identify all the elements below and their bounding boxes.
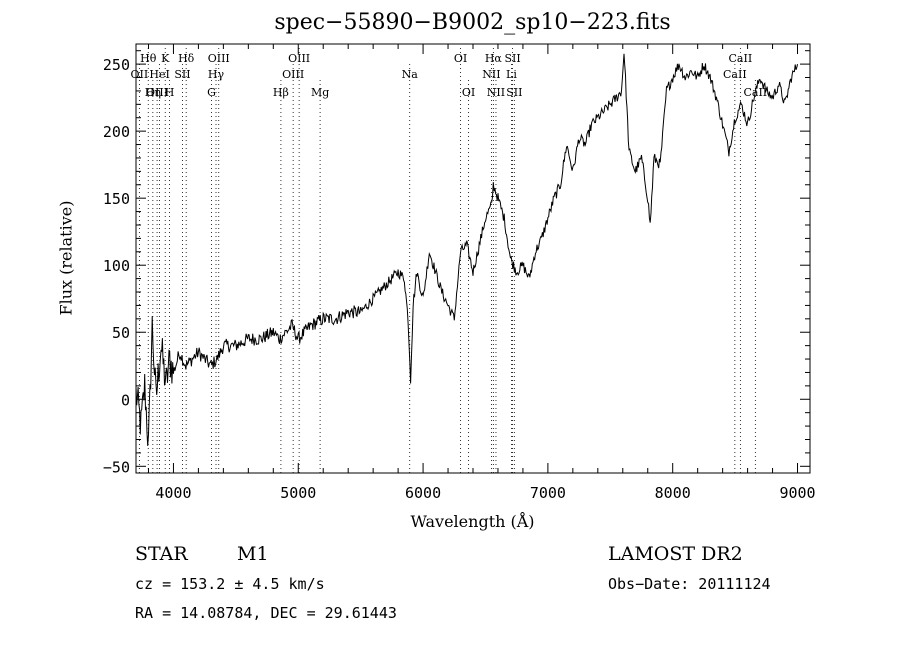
line-marker-label: H — [165, 86, 175, 99]
line-marker-label: SII — [174, 68, 190, 81]
line-marker-label: OIII — [146, 86, 168, 99]
y-tick-label: −50 — [103, 458, 130, 476]
x-tick-label: 7000 — [530, 484, 566, 502]
y-tick-label: 250 — [103, 56, 130, 74]
line-marker-label: Mg — [311, 86, 329, 99]
x-tick-label: 9000 — [779, 484, 815, 502]
spectrum-series — [135, 53, 798, 446]
line-marker-label: OI — [454, 52, 467, 65]
line-marker-label: OIII — [288, 52, 310, 65]
line-marker-label: OII — [131, 68, 149, 81]
y-axis-label: Flux (relative) — [56, 200, 76, 316]
line-marker-label: OIII — [208, 52, 230, 65]
x-tick-label: 4000 — [155, 484, 191, 502]
line-marker-label: Hβ — [273, 86, 289, 99]
y-tick-label: 150 — [103, 190, 130, 208]
y-tick-label: 0 — [121, 391, 130, 409]
line-marker-label: HeI — [149, 68, 169, 81]
line-marker-label: Hη — [145, 86, 161, 99]
axes: 4000 5000 6000 7000 8000 9000 −50 0 50 100 150 200 2… — [103, 43, 816, 502]
line-marker-label: Hδ — [178, 52, 195, 65]
y-tick-label: 50 — [112, 324, 130, 342]
object-class: STAR — [135, 543, 188, 565]
x-tick-label: 5000 — [280, 484, 316, 502]
line-marker-label: K — [161, 52, 170, 65]
line-marker-label: SII — [506, 86, 522, 99]
chart-title: spec−55890−B9002_sp10−223.fits — [274, 10, 671, 35]
line-marker-label: SII — [504, 52, 520, 65]
line-marker-label: CaII — [723, 68, 747, 81]
x-axis-label: Wavelength (Å) — [410, 512, 535, 531]
x-tick-label: 8000 — [655, 484, 691, 502]
line-marker-label: Hγ — [208, 68, 225, 81]
spectrum-line — [135, 53, 798, 446]
object-subclass: M1 — [237, 543, 269, 565]
observation-date: Obs−Date: 20111124 — [608, 575, 771, 593]
y-tick-label: 200 — [103, 123, 130, 141]
line-marker-label: G — [207, 86, 216, 99]
line-marker-label: Hθ — [140, 52, 157, 65]
line-marker-label: Hα — [485, 52, 503, 65]
line-marker-label: OI — [462, 86, 475, 99]
survey-name: LAMOST DR2 — [608, 543, 743, 565]
line-marker-label: CaII — [729, 52, 753, 65]
y-tick-label: 100 — [103, 257, 130, 275]
redshift-velocity: cz = 153.2 ± 4.5 km/s — [135, 575, 325, 593]
x-tick-label: 6000 — [405, 484, 441, 502]
emission-line-markers: Hθ OII OIII K Hη HeI H SII Hδ OIII Hγ G Hβ OIII OIII Mg… — [131, 48, 767, 473]
line-marker-label: NII — [487, 86, 505, 99]
coordinates: RA = 14.08784, DEC = 29.61443 — [135, 604, 397, 622]
line-marker-label: Li — [506, 68, 517, 81]
line-marker-label: Na — [402, 68, 419, 81]
plot-frame — [135, 43, 811, 474]
line-marker-label: NII — [482, 68, 500, 81]
line-marker-label: OIII — [282, 68, 304, 81]
